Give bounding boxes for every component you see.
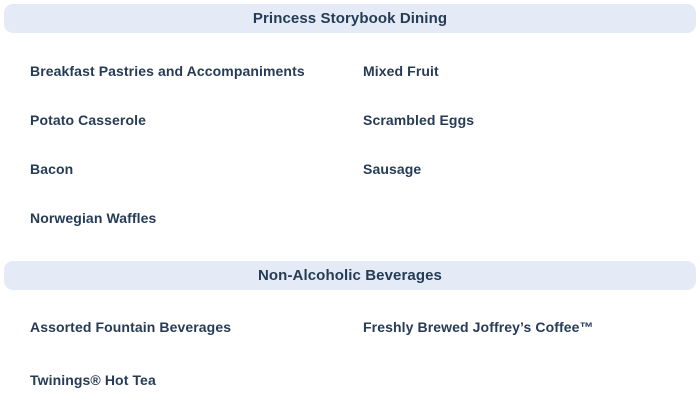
menu-item: Twinings® Hot Tea: [30, 371, 156, 388]
menu-item: Freshly Brewed Joffrey’s Coffee™: [363, 318, 594, 335]
menu-items-grid-beverages: Assorted Fountain Beverages Freshly Brew…: [0, 290, 700, 406]
menu-item: Mixed Fruit: [363, 62, 439, 79]
menu-section-beverages: Non-Alcoholic Beverages Assorted Fountai…: [0, 261, 700, 406]
section-title: Princess Storybook Dining: [252, 10, 448, 27]
menu-item: Assorted Fountain Beverages: [30, 318, 232, 335]
section-header-food: Princess Storybook Dining: [4, 4, 696, 33]
section-header-beverages: Non-Alcoholic Beverages: [4, 261, 696, 290]
menu-items-grid-food: Breakfast Pastries and Accompaniments Mi…: [0, 33, 700, 242]
menu-item: Potato Casserole: [30, 111, 146, 128]
menu-item: Norwegian Waffles: [30, 209, 157, 226]
menu-item: Bacon: [30, 160, 74, 177]
menu-item: Breakfast Pastries and Accompaniments: [30, 62, 305, 79]
menu-item: Scrambled Eggs: [363, 111, 475, 128]
menu-item: Sausage: [363, 160, 422, 177]
menu-section-food: Princess Storybook Dining Breakfast Past…: [0, 4, 700, 242]
dining-menu: Princess Storybook Dining Breakfast Past…: [0, 4, 700, 406]
section-title: Non-Alcoholic Beverages: [257, 267, 442, 284]
